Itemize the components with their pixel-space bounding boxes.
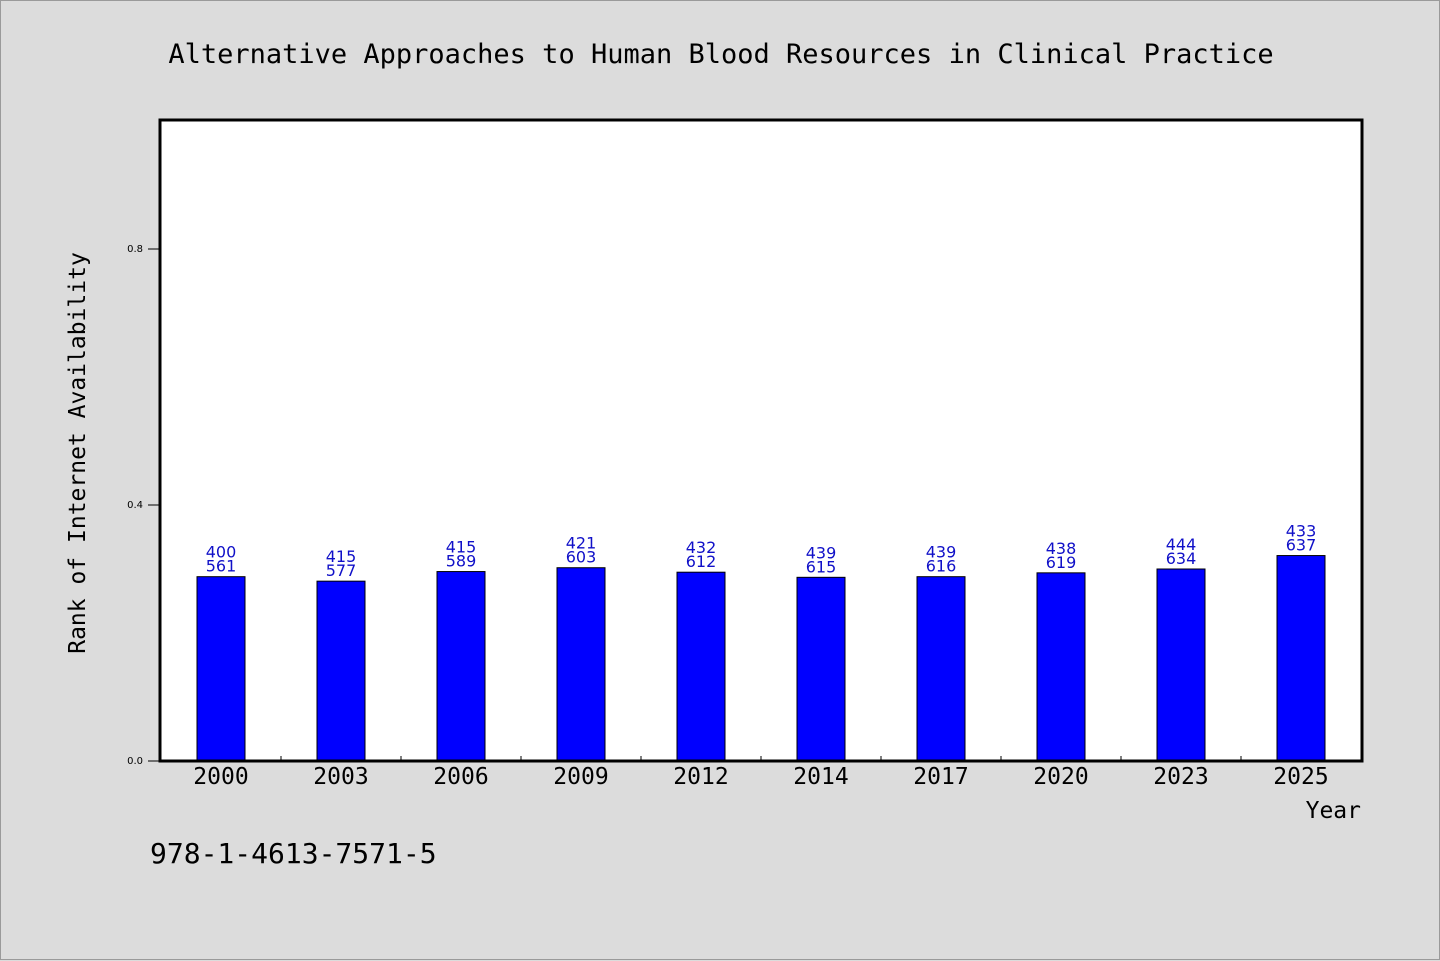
data-label-top-2009: 421	[566, 534, 597, 553]
bar-2017	[916, 576, 966, 762]
data-label-bottom-2006: 589	[446, 552, 477, 571]
x-tick-label-2003: 2003	[313, 764, 368, 790]
data-label-top-2000: 400	[206, 543, 237, 562]
x-tick-label-2017: 2017	[913, 764, 968, 790]
data-label-top-2014: 439	[806, 543, 837, 562]
data-label-top-2025: 433	[1286, 522, 1317, 541]
x-tick-label-2000: 2000	[193, 764, 248, 790]
data-label-top-2023: 444	[1166, 535, 1197, 554]
x-tick-label-2020: 2020	[1033, 764, 1088, 790]
bar-2023	[1156, 568, 1206, 762]
x-tick-label-2012: 2012	[673, 764, 728, 790]
bar-2012	[676, 571, 726, 762]
y-tick-label: 0.4	[127, 500, 143, 511]
bar-2014	[796, 576, 846, 762]
data-label-bottom-2009: 603	[566, 548, 597, 567]
data-label-top-2006: 415	[446, 538, 477, 557]
data-label-bottom-2023: 634	[1166, 549, 1197, 568]
x-axis-label: Year	[1306, 798, 1361, 824]
x-tick-label-2009: 2009	[553, 764, 608, 790]
x-tick-label-2025: 2025	[1273, 764, 1328, 790]
data-label-bottom-2014: 615	[806, 557, 837, 576]
bar-2009	[556, 567, 606, 762]
data-label-top-2020: 438	[1046, 539, 1077, 558]
y-tick-label: 0.8	[127, 244, 143, 255]
y-tick-label: 0.0	[127, 756, 143, 767]
bar-2003	[316, 580, 366, 762]
data-label-bottom-2000: 561	[206, 557, 237, 576]
data-label-bottom-2012: 612	[686, 552, 717, 571]
bar-2000	[196, 576, 246, 762]
plot-border	[158, 118, 1364, 763]
data-label-bottom-2025: 637	[1286, 536, 1317, 555]
data-label-bottom-2020: 619	[1046, 553, 1077, 572]
x-tick-label-2023: 2023	[1153, 764, 1208, 790]
bar-2006	[436, 571, 486, 762]
bar-2025	[1276, 555, 1326, 762]
chart-title: Alternative Approaches to Human Blood Re…	[168, 39, 1273, 70]
data-label-bottom-2003: 577	[326, 561, 357, 580]
isbn-annotation: 978-1-4613-7571-5	[150, 837, 437, 870]
data-label-top-2003: 415	[326, 547, 357, 566]
data-label-bottom-2017: 616	[926, 557, 957, 576]
data-label-top-2012: 432	[686, 538, 717, 557]
bar-2020	[1036, 572, 1086, 762]
ticks-group: 2000 2003 2006 2009 2012 2014 2017 2020 2023 2025…	[127, 244, 1329, 790]
x-tick-label-2014: 2014	[793, 764, 848, 790]
y-axis-label: Rank of Internet Availability	[65, 252, 91, 654]
x-tick-label-2006: 2006	[433, 764, 488, 790]
data-label-top-2017: 439	[926, 543, 957, 562]
